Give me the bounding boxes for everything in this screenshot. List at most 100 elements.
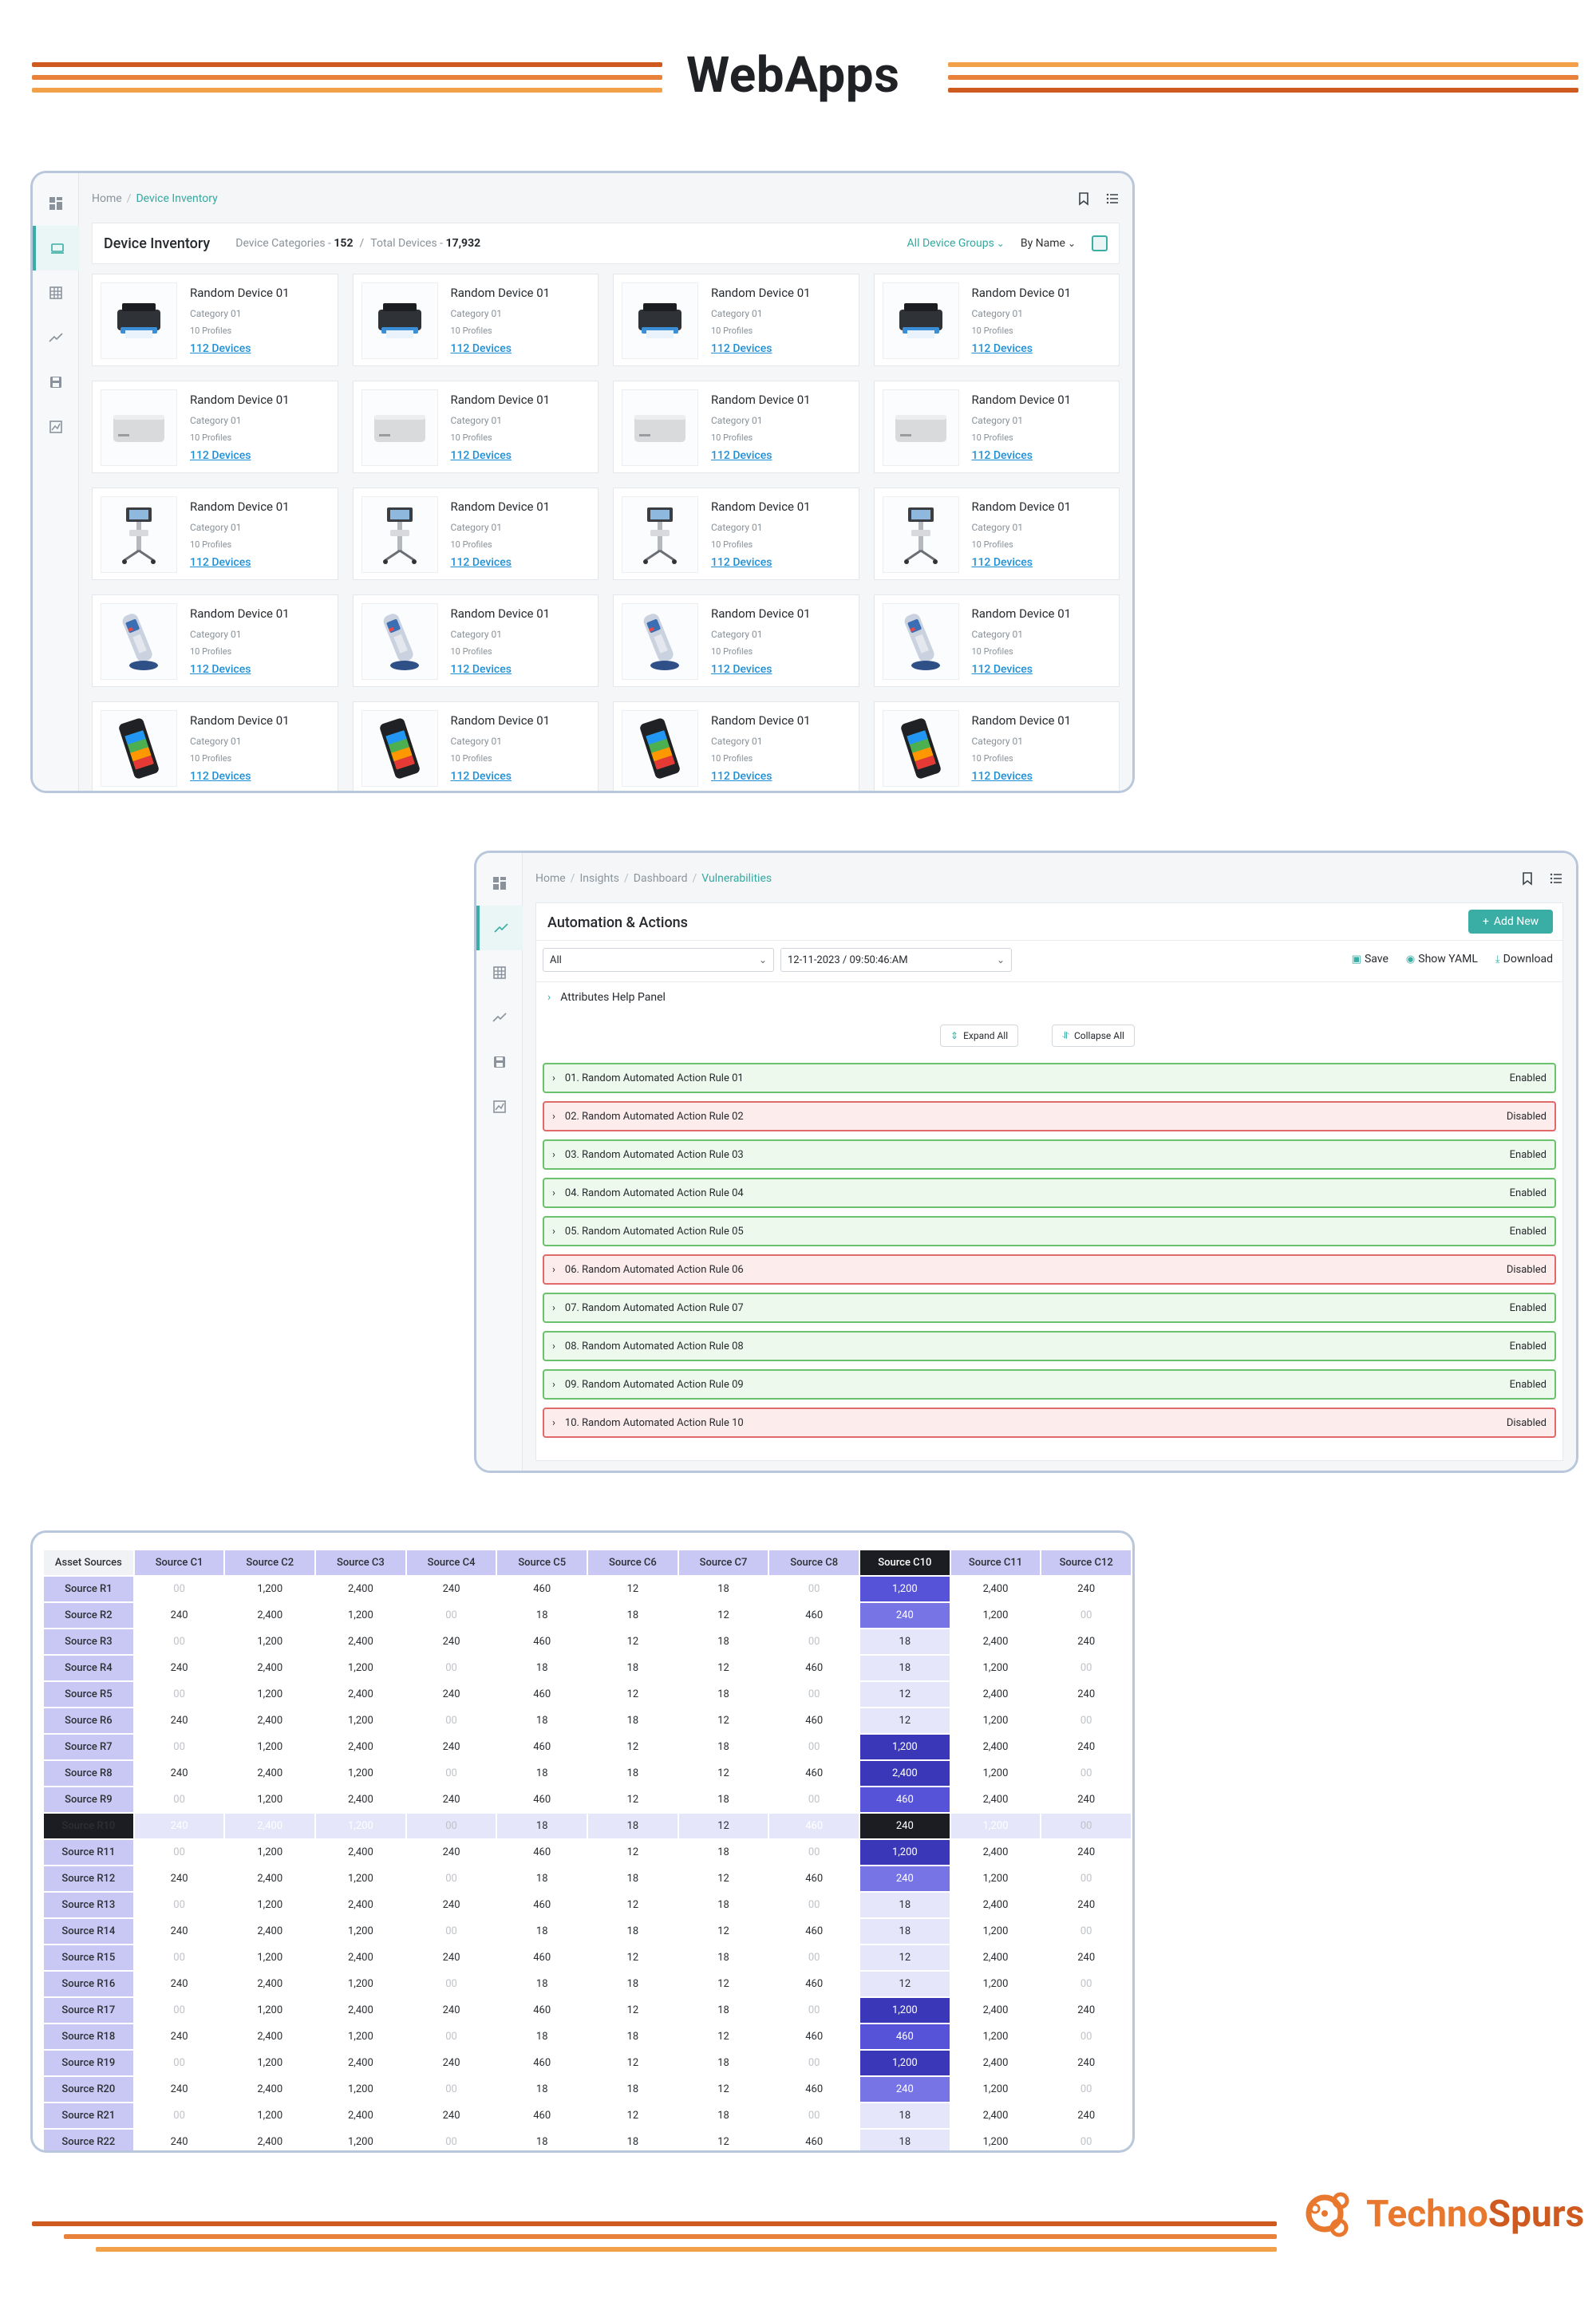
device-count-link[interactable]: 112 Devices [190,556,251,569]
column-header[interactable]: Source C1 [134,1550,224,1575]
table-icon[interactable] [33,270,79,315]
dashboard-icon[interactable] [33,181,79,226]
device-card[interactable]: Random Device 01 Category 01 10 Profiles 11… [613,594,859,687]
row-header[interactable]: Source R18 [44,2024,133,2049]
device-count-link[interactable]: 112 Devices [711,342,772,355]
save-icon[interactable] [476,1040,523,1084]
device-card[interactable]: Random Device 01 Category 01 10 Profiles 11… [613,274,859,366]
breadcrumb-home[interactable]: Home [92,192,122,205]
view-toggle-icon[interactable] [1092,235,1108,251]
device-card[interactable]: Random Device 01 Category 01 10 Profiles 11… [92,274,338,366]
column-header[interactable]: Source C12 [1041,1550,1131,1575]
table-row[interactable]: Source R6 240 2,400 1,200 00 18 18 12 460 12 1,200… [44,1708,1131,1733]
attributes-help-panel-toggle[interactable]: › Attributes Help Panel [547,991,666,1004]
column-header[interactable]: Source C7 [678,1550,768,1575]
collapse-all-button[interactable]: ⥯ Collapse All [1052,1025,1135,1047]
device-count-link[interactable]: 112 Devices [971,556,1033,569]
table-row[interactable]: Source R19 00 1,200 2,400 240 460 12 18 00 1,200 2… [44,2051,1131,2075]
table-row[interactable]: Source R21 00 1,200 2,400 240 460 12 18 00 18 2,40… [44,2103,1131,2128]
bookmark-icon[interactable] [1077,192,1091,206]
device-card[interactable]: Random Device 01 Category 01 10 Profiles 11… [873,381,1120,473]
column-header[interactable]: Source C11 [950,1550,1041,1575]
table-row[interactable]: Source R22 240 2,400 1,200 00 18 18 12 460 18 1,20… [44,2130,1131,2150]
row-header[interactable]: Source R1 [44,1577,133,1601]
table-row[interactable]: Source R13 00 1,200 2,400 240 460 12 18 00 18 2,40… [44,1893,1131,1917]
device-card[interactable]: Random Device 01 Category 01 10 Profiles 11… [92,488,338,580]
device-card[interactable]: Random Device 01 Category 01 10 Profiles 11… [92,701,338,791]
list-icon[interactable] [1549,871,1563,886]
device-card[interactable]: Random Device 01 Category 01 10 Profiles 11… [352,701,598,791]
rule-row[interactable]: › 05. Random Automated Action Rule 05 Enab… [543,1216,1556,1246]
column-header[interactable]: Source C3 [316,1550,405,1575]
table-row[interactable]: Source R16 240 2,400 1,200 00 18 18 12 460 12 1,20… [44,1972,1131,1996]
table-row[interactable]: Source R7 00 1,200 2,400 240 460 12 18 00 1,200 2,… [44,1735,1131,1759]
device-count-link[interactable]: 112 Devices [711,449,772,462]
table-row[interactable]: Source R10 240 2,400 1,200 00 18 18 12 460 240 1,2… [44,1814,1131,1838]
table-row[interactable]: Source R14 240 2,400 1,200 00 18 18 12 460 18 1,20… [44,1919,1131,1944]
row-header[interactable]: Source R16 [44,1972,133,1996]
rule-row[interactable]: › 10. Random Automated Action Rule 10 Disa… [543,1408,1556,1438]
column-header[interactable]: Source C10 [860,1550,950,1575]
row-header[interactable]: Source R14 [44,1919,133,1944]
breadcrumb-home[interactable]: Home [535,872,566,885]
column-header[interactable]: Source C4 [406,1550,496,1575]
row-header[interactable]: Source R3 [44,1629,133,1654]
device-card[interactable]: Random Device 01 Category 01 10 Profiles 11… [352,381,598,473]
filter-select[interactable]: All ⌄ [543,948,774,972]
report-icon[interactable] [33,405,79,449]
row-header[interactable]: Source R6 [44,1708,133,1733]
row-header[interactable]: Source R19 [44,2051,133,2075]
trend-icon[interactable] [33,315,79,360]
device-card[interactable]: Random Device 01 Category 01 10 Profiles 11… [613,701,859,791]
rule-row[interactable]: › 04. Random Automated Action Rule 04 Enab… [543,1178,1556,1208]
device-count-link[interactable]: 112 Devices [450,342,512,355]
row-header[interactable]: Source R21 [44,2103,133,2128]
device-card[interactable]: Random Device 01 Category 01 10 Profiles 11… [873,701,1120,791]
table-row[interactable]: Source R20 240 2,400 1,200 00 18 18 12 460 240 1,2… [44,2077,1131,2102]
table-row[interactable]: Source R4 240 2,400 1,200 00 18 18 12 460 18 1,200… [44,1656,1131,1680]
row-header[interactable]: Source R10 [44,1814,133,1838]
table-row[interactable]: Source R12 240 2,400 1,200 00 18 18 12 460 240 1,2… [44,1866,1131,1891]
rule-row[interactable]: › 07. Random Automated Action Rule 07 Enab… [543,1293,1556,1323]
breadcrumb-dashboard[interactable]: Dashboard [633,872,688,885]
row-header[interactable]: Source R9 [44,1787,133,1812]
device-count-link[interactable]: 112 Devices [971,770,1033,783]
device-count-link[interactable]: 112 Devices [190,770,251,783]
rule-row[interactable]: › 01. Random Automated Action Rule 01 Enab… [543,1063,1556,1093]
list-icon[interactable] [1105,192,1120,206]
table-row[interactable]: Source R11 00 1,200 2,400 240 460 12 18 00 1,200 2… [44,1840,1131,1865]
sort-dropdown[interactable]: By Name [1021,237,1076,250]
row-header[interactable]: Source R7 [44,1735,133,1759]
device-count-link[interactable]: 112 Devices [971,449,1033,462]
download-action[interactable]: ⤓ Download [1495,953,1553,965]
device-count-link[interactable]: 112 Devices [450,556,512,569]
trend-icon[interactable] [476,995,523,1040]
report-icon[interactable] [476,1084,523,1129]
row-header[interactable]: Source R2 [44,1603,133,1628]
row-header[interactable]: Source R11 [44,1840,133,1865]
breadcrumb-current[interactable]: Device Inventory [136,192,218,205]
add-new-button[interactable]: + Add New [1468,910,1553,934]
device-count-link[interactable]: 112 Devices [711,663,772,676]
device-card[interactable]: Random Device 01 Category 01 10 Profiles 11… [873,274,1120,366]
device-count-link[interactable]: 112 Devices [711,556,772,569]
breadcrumb-insights[interactable]: Insights [579,872,620,885]
rule-row[interactable]: › 03. Random Automated Action Rule 03 Enab… [543,1139,1556,1170]
table-row[interactable]: Source R18 240 2,400 1,200 00 18 18 12 460 460 1,2… [44,2024,1131,2049]
row-header[interactable]: Source R13 [44,1893,133,1917]
column-header[interactable]: Source C2 [225,1550,315,1575]
column-header[interactable]: Source C5 [497,1550,587,1575]
device-count-link[interactable]: 112 Devices [190,342,251,355]
device-card[interactable]: Random Device 01 Category 01 10 Profiles 11… [613,381,859,473]
rule-row[interactable]: › 02. Random Automated Action Rule 02 Disa… [543,1101,1556,1131]
row-header[interactable]: Source R5 [44,1682,133,1707]
dashboard-icon[interactable] [476,861,523,906]
datetime-select[interactable]: 12-11-2023 / 09:50:46:AM ⌄ [780,948,1012,972]
save-action[interactable]: ▣ Save [1352,953,1389,965]
show-yaml-action[interactable]: ◉ Show YAML [1406,953,1478,965]
table-row[interactable]: Source R9 00 1,200 2,400 240 460 12 18 00 460 2,40… [44,1787,1131,1812]
table-row[interactable]: Source R5 00 1,200 2,400 240 460 12 18 00 12 2,400… [44,1682,1131,1707]
row-header[interactable]: Source R15 [44,1945,133,1970]
row-header[interactable]: Source R8 [44,1761,133,1786]
device-count-link[interactable]: 112 Devices [450,449,512,462]
